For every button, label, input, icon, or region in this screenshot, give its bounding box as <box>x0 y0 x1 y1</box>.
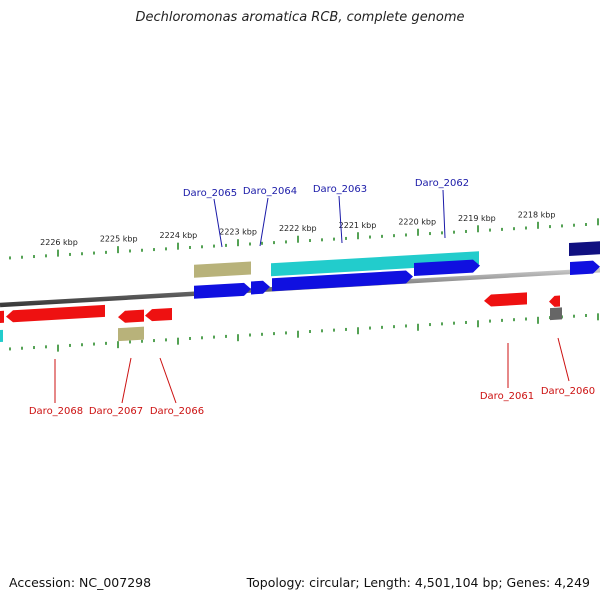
topology-text: Topology: circular; Length: 4,501,104 bp… <box>246 575 590 590</box>
scale-label: 2220 kbp <box>398 217 436 226</box>
scale-label: 2221 kbp <box>339 221 377 230</box>
leader-line <box>557 337 570 382</box>
accession-text: Accession: NC_007298 <box>9 575 152 590</box>
gene-label-minus: Daro_2066 <box>150 406 204 417</box>
navy-feature <box>569 241 600 256</box>
outer-tick-ring <box>9 218 599 260</box>
scale-label: 2223 kbp <box>219 228 257 237</box>
plus-gene-arrow <box>570 260 600 275</box>
gene-label-minus: Daro_2068 <box>29 406 83 417</box>
scale-labels: 2226 kbp 2225 kbp 2224 kbp 2223 kbp 2222 kbp… <box>40 210 555 247</box>
plus-gene-arrow <box>414 259 480 276</box>
cyan-feature <box>271 251 479 277</box>
gene-label-minus: Daro_2060 <box>541 386 595 397</box>
leader-line <box>442 189 446 239</box>
map-title: Dechloromonas aromatica RCB, complete ge… <box>135 10 465 25</box>
gene-label-plus: Daro_2064 <box>243 186 297 197</box>
minus-gene-fragment <box>0 310 4 323</box>
leader-line <box>259 197 269 247</box>
minus-gene-arrow <box>6 304 105 323</box>
scale-label: 2224 kbp <box>160 231 198 240</box>
scale-label: 2219 kbp <box>458 214 496 223</box>
cyan-feature <box>0 329 3 342</box>
olive-feature <box>118 326 144 342</box>
inner-tick-ring <box>9 313 599 352</box>
leader-line <box>213 198 223 248</box>
gene-label-plus: Daro_2062 <box>415 178 469 189</box>
label-leader-lines <box>54 189 570 404</box>
scale-label: 2226 kbp <box>40 238 78 247</box>
gene-label-minus: Daro_2067 <box>89 406 143 417</box>
plus-gene-arrow <box>272 270 413 292</box>
minus-gene-arrow <box>549 295 560 307</box>
leader-line <box>338 195 343 244</box>
minus-gene-arrow <box>484 292 527 307</box>
gene-label-plus: Daro_2065 <box>183 188 237 199</box>
plus-gene-arrow <box>194 282 251 299</box>
olive-feature <box>194 261 251 278</box>
grey-feature <box>550 307 562 321</box>
gene-label-minus: Daro_2061 <box>480 391 534 402</box>
gene-labels: Daro_2065 Daro_2064 Daro_2063 Daro_2062 Daro… <box>29 178 595 417</box>
feature-tracks <box>0 241 600 342</box>
minus-gene-arrow <box>145 308 172 322</box>
leader-line <box>121 357 132 404</box>
plus-gene-arrow <box>251 280 270 295</box>
leader-line <box>159 357 177 404</box>
scale-label: 2218 kbp <box>518 210 556 219</box>
minus-gene-arrow <box>118 309 144 323</box>
scale-label: 2225 kbp <box>100 235 138 244</box>
gene-label-plus: Daro_2063 <box>313 184 367 195</box>
scale-label: 2222 kbp <box>279 224 317 233</box>
